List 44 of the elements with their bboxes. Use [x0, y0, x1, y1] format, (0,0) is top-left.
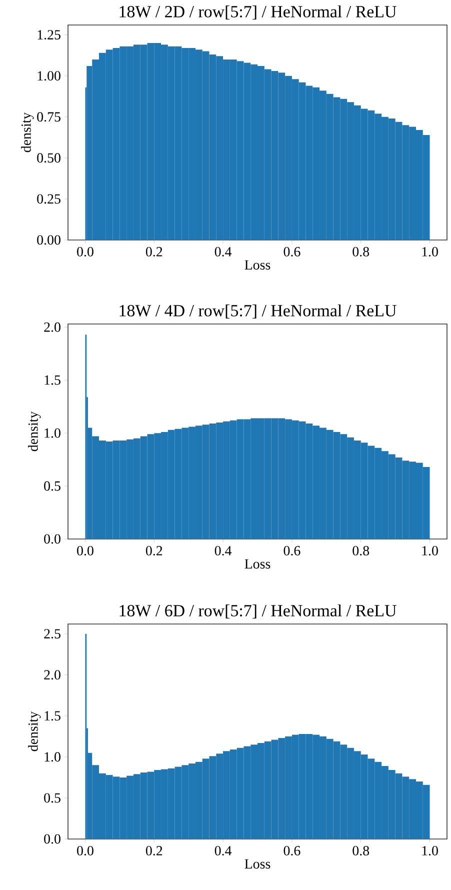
- x-tick-label: 0.4: [214, 546, 232, 556]
- y-axis-title: density: [21, 112, 34, 152]
- x-tick-label: 1.0: [422, 546, 438, 556]
- chart-title: 18W / 2D / row[5:7] / HeNormal / ReLU: [120, 5, 396, 20]
- x-tick-label: 0.2: [146, 846, 162, 856]
- chart-title: 18W / 4D / row[5:7] / HeNormal / ReLU: [120, 304, 396, 318]
- x-tick-label: 0.6: [284, 546, 300, 556]
- x-tick-label: 0.4: [214, 846, 232, 856]
- y-tick-label: 0.00: [37, 235, 60, 245]
- x-tick-label: 0.8: [352, 247, 370, 256]
- y-tick-label: 1.5: [44, 375, 60, 385]
- x-tick-label: 0.0: [77, 546, 94, 556]
- x-axis-title: Loss: [244, 859, 270, 869]
- x-tick-label: 0.2: [146, 247, 162, 256]
- y-tick-label: 0.5: [44, 793, 60, 803]
- x-tick-label: 0.8: [352, 846, 370, 856]
- y-tick-label: 2.0: [44, 670, 60, 680]
- y-tick-label: 1.25: [38, 30, 60, 40]
- x-tick-label: 0.2: [146, 546, 162, 556]
- y-tick-label: 0.0: [44, 834, 60, 844]
- y-tick-label: 0.0: [44, 534, 60, 544]
- y-tick-label: 1.5: [44, 711, 60, 721]
- y-tick-label: 0.25: [37, 194, 60, 204]
- y-axis-title: density: [28, 411, 41, 452]
- x-tick-label: 1.0: [422, 846, 438, 856]
- y-tick-label: 1.0: [44, 428, 60, 438]
- x-tick-label: 0.4: [214, 247, 232, 256]
- x-axis-title: Loss: [244, 559, 270, 569]
- y-tick-label: 0.5: [44, 481, 60, 491]
- x-tick-label: 0.0: [77, 846, 94, 856]
- x-tick-label: 0.0: [77, 247, 94, 256]
- y-tick-label: 2.0: [44, 322, 60, 332]
- y-axis-title: density: [28, 711, 41, 752]
- x-axis-title: Loss: [244, 260, 270, 270]
- y-tick-label: 0.75: [37, 112, 60, 122]
- chart-title: 18W / 6D / row[5:7] / HeNormal / ReLU: [120, 604, 396, 618]
- x-tick-label: 1.0: [422, 247, 438, 256]
- x-tick-label: 0.6: [284, 247, 300, 256]
- y-tick-label: 1.00: [38, 71, 60, 81]
- y-tick-label: 1.0: [44, 752, 60, 762]
- y-tick-label: 0.50: [37, 153, 60, 163]
- y-tick-label: 2.5: [44, 629, 60, 639]
- x-tick-label: 0.8: [352, 546, 370, 556]
- x-tick-label: 0.6: [284, 846, 300, 856]
